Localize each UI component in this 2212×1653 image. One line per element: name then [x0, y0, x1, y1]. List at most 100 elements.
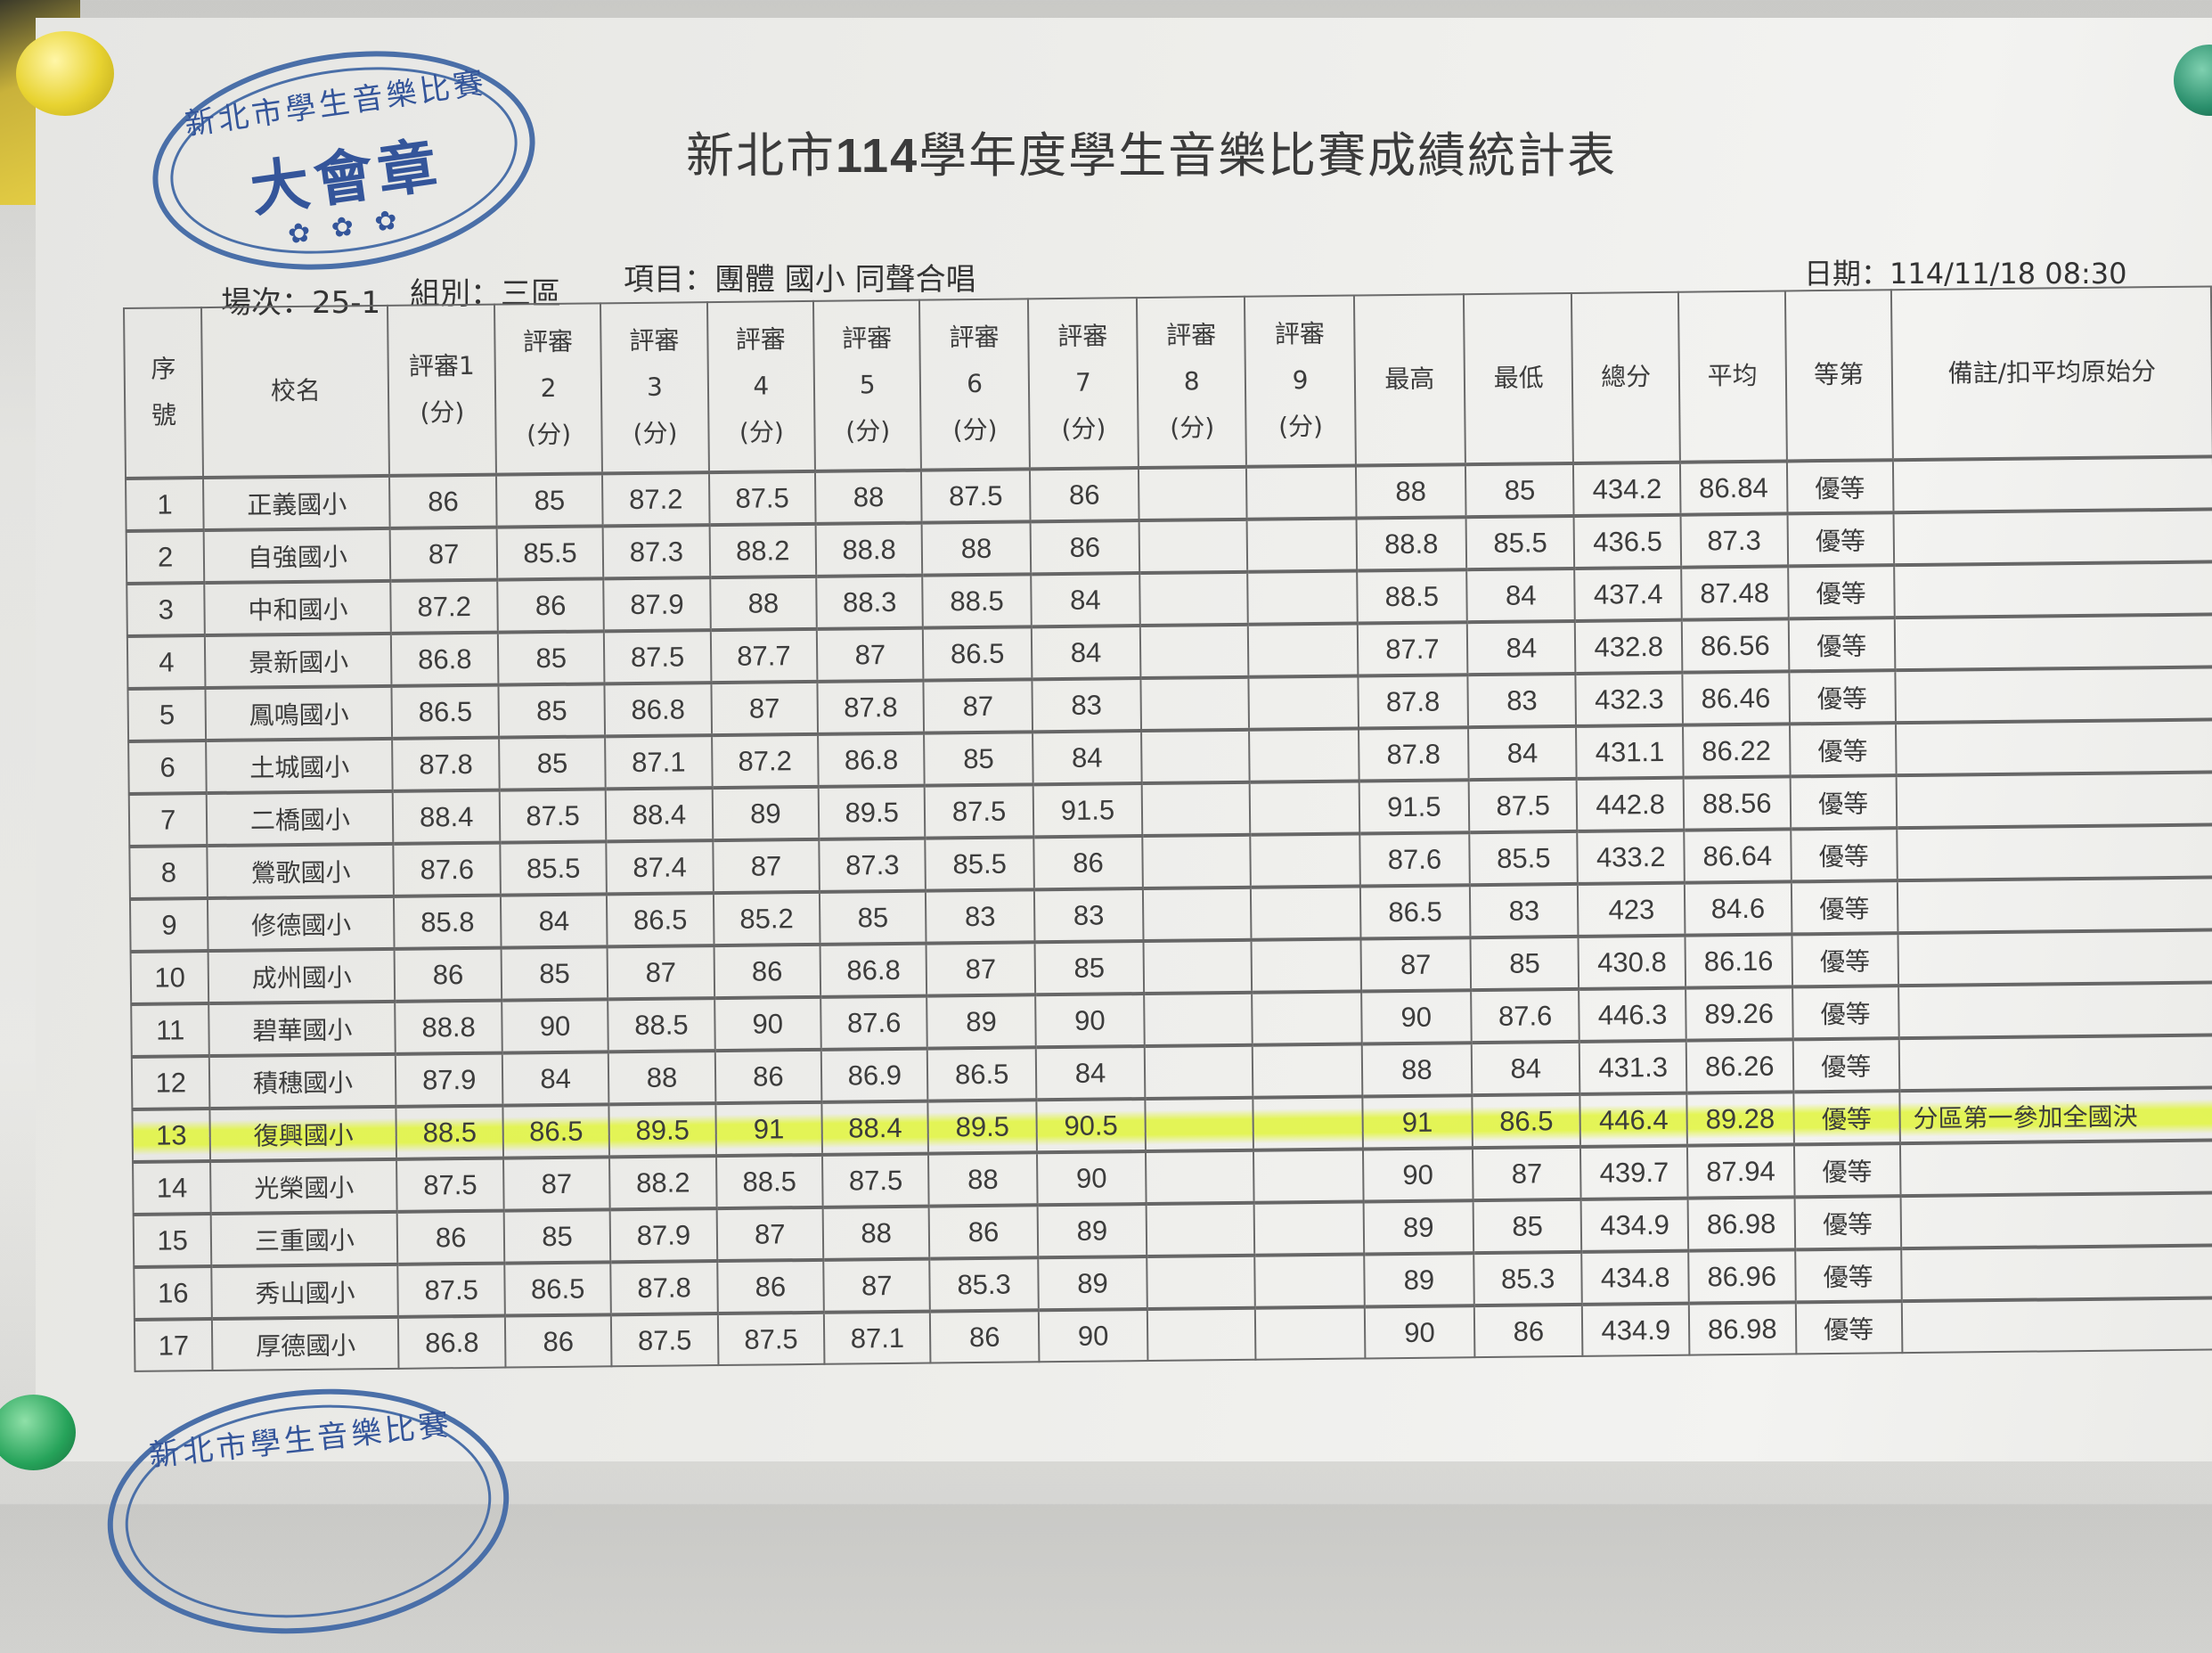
min-score: 85.3	[1473, 1251, 1583, 1306]
max-score: 88.8	[1356, 517, 1467, 571]
grade: 優等	[1793, 1143, 1901, 1198]
group-info: 組別：三區	[410, 276, 561, 312]
school-name: 秀山國小	[211, 1264, 399, 1320]
judge-8-score	[1147, 1255, 1256, 1310]
judge-2-score: 86	[497, 578, 605, 633]
average-score: 87.48	[1681, 566, 1789, 620]
school-name: 碧華國小	[208, 1001, 396, 1057]
row-number: 12	[131, 1056, 210, 1109]
judge-6-score: 86.5	[927, 1047, 1037, 1101]
average-score: 86.98	[1687, 1197, 1795, 1251]
green-pushpin-icon	[0, 1395, 76, 1470]
grade: 優等	[1790, 775, 1898, 830]
judge-3-score: 87.1	[605, 735, 713, 790]
table-header-row: 序號校名 評審1 (分) 評審 2 (分) 評審 3 (分) 評審 4 (分) 評審 5 (分) 評審 6 (分)…	[124, 286, 2212, 479]
judge-2-score: 90	[502, 999, 609, 1053]
judge-8-score	[1145, 1097, 1254, 1152]
judge-6-score: 86	[930, 1310, 1040, 1363]
judge-4-score: 87.5	[717, 1312, 825, 1366]
judge-7-score: 86	[1033, 836, 1144, 890]
score-table: 序號校名 評審1 (分) 評審 2 (分) 評審 3 (分) 評審 4 (分) 評審 5 (分) 評審 6 (分)…	[123, 285, 2212, 1371]
judge-6-score: 85.5	[925, 837, 1034, 891]
grade: 優等	[1795, 1301, 1903, 1354]
school-name: 中和國小	[204, 580, 392, 636]
judge-9-score	[1247, 570, 1358, 625]
min-score: 85.5	[1465, 515, 1575, 570]
judge-9-score	[1253, 1149, 1364, 1203]
score-sheet-paper	[36, 18, 2212, 1461]
judge-7-score: 83	[1033, 888, 1144, 943]
judge-8-score	[1141, 781, 1251, 837]
note: 分區第一參加全國決	[1899, 1087, 2212, 1144]
judge-1-score: 87	[390, 527, 498, 581]
judge-9-score	[1253, 1096, 1363, 1150]
average-score: 86.56	[1681, 618, 1789, 673]
judge-1-score: 87.8	[392, 737, 500, 791]
judge-9-score	[1252, 991, 1362, 1045]
note	[1898, 982, 2212, 1039]
min-score: 85.5	[1469, 831, 1579, 886]
total-score: 434.2	[1573, 462, 1681, 516]
total-score: 439.7	[1580, 1145, 1688, 1199]
judge-5-score: 85	[819, 890, 926, 945]
judge-1-score: 86	[394, 947, 502, 1002]
judge-6-score: 86.5	[923, 626, 1033, 681]
judge-9-score	[1248, 675, 1359, 730]
school-name: 積穗國小	[209, 1053, 396, 1109]
judge-2-score: 85	[503, 1209, 611, 1264]
judge-6-score: 88	[928, 1152, 1038, 1207]
average-score: 87.3	[1680, 513, 1788, 568]
grade: 優等	[1791, 880, 1898, 935]
row-number: 15	[133, 1214, 212, 1267]
header-judge-4: 評審 4 (分)	[706, 300, 816, 473]
judge-6-score: 85	[924, 732, 1033, 786]
header-judge-8: 評審 8 (分)	[1137, 296, 1247, 469]
judge-5-score: 87.1	[823, 1311, 931, 1364]
judge-9-score	[1251, 886, 1361, 940]
judge-8-score	[1144, 992, 1253, 1047]
judge-1-score: 86	[389, 474, 497, 528]
school-name: 正義國小	[203, 475, 391, 531]
judge-8-score	[1144, 1044, 1253, 1100]
judge-3-score: 87.3	[602, 525, 710, 579]
average-score: 86.16	[1685, 934, 1792, 988]
judge-2-score: 87.5	[499, 789, 607, 843]
grade: 優等	[1787, 565, 1895, 619]
judge-4-score: 86	[714, 944, 821, 999]
judge-5-score: 87.5	[822, 1153, 930, 1207]
min-score: 85	[1473, 1199, 1582, 1254]
max-score: 90	[1360, 990, 1472, 1044]
school-name: 光榮國小	[210, 1158, 398, 1215]
header-judge-2: 評審 2 (分)	[494, 303, 603, 475]
page-title: 新北市114學年度學生音樂比賽成績統計表	[686, 116, 1617, 186]
judge-8-score	[1141, 729, 1251, 784]
judge-6-score: 83	[926, 889, 1035, 944]
judge-6-score: 88.5	[922, 574, 1032, 628]
judge-8-score	[1139, 466, 1247, 521]
header-no: 序號	[124, 307, 204, 479]
header-judge-6: 評審 6 (分)	[919, 299, 1030, 471]
judge-7-score: 83	[1032, 678, 1142, 732]
total-score: 431.1	[1576, 724, 1684, 779]
judge-4-score: 86	[716, 1259, 824, 1314]
school-name: 景新國小	[205, 633, 392, 689]
judge-1-score: 87.6	[393, 842, 501, 896]
judge-5-score: 88.8	[815, 522, 923, 577]
judge-6-score: 87	[923, 679, 1033, 733]
header-note: 備註/扣平均原始分	[1890, 286, 2212, 461]
max-score: 90	[1364, 1305, 1475, 1359]
grade: 優等	[1787, 512, 1895, 567]
grade: 優等	[1788, 618, 1896, 672]
min-score: 85	[1465, 462, 1574, 518]
judge-5-score: 89.5	[818, 785, 926, 839]
judge-5-score: 87.3	[819, 838, 926, 892]
judge-2-score: 84	[500, 894, 608, 948]
judge-3-score: 86.5	[607, 893, 714, 947]
judge-3-score: 89.5	[608, 1103, 716, 1158]
average-score: 86.98	[1688, 1302, 1796, 1355]
max-score: 88	[1355, 464, 1466, 519]
grade: 優等	[1790, 828, 1898, 882]
judge-4-score: 91	[715, 1101, 823, 1157]
note	[1898, 929, 2212, 986]
note	[1897, 877, 2212, 934]
